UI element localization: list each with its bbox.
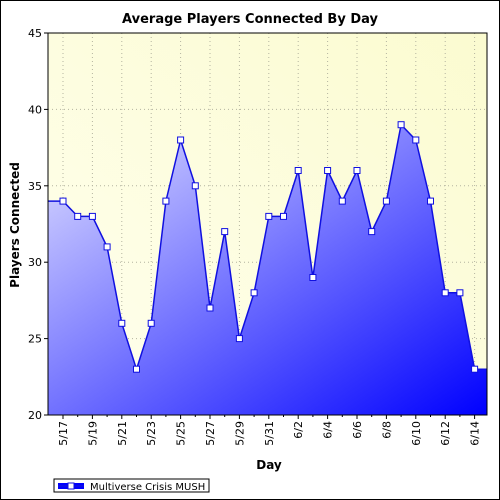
y-tick-label: 30 bbox=[28, 256, 42, 269]
data-point-marker bbox=[103, 243, 111, 251]
data-point-marker bbox=[162, 197, 170, 205]
y-axis-label: Players Connected bbox=[8, 162, 22, 288]
data-point-marker bbox=[397, 121, 405, 129]
data-point-marker bbox=[88, 212, 96, 220]
data-point-marker bbox=[118, 319, 126, 327]
legend-box bbox=[53, 478, 210, 493]
x-tick-label: 5/17 bbox=[57, 421, 70, 446]
data-point-marker bbox=[382, 197, 390, 205]
x-axis-ticks: 5/17 5/19 5/21 5/23 5/25 5/27 5/29 5/31 6/2 6/4 6/… bbox=[57, 415, 482, 446]
x-tick-label: 5/29 bbox=[233, 421, 246, 446]
data-point-marker bbox=[206, 304, 214, 312]
legend-marker bbox=[67, 482, 75, 490]
data-point-marker bbox=[456, 289, 464, 297]
data-point-marker bbox=[471, 365, 479, 373]
x-tick-label: 5/23 bbox=[145, 421, 158, 446]
data-points bbox=[59, 121, 479, 373]
x-tick-label: 6/12 bbox=[439, 421, 452, 446]
data-point-marker bbox=[250, 289, 258, 297]
data-point-marker bbox=[309, 274, 317, 281]
y-tick-label: 40 bbox=[28, 103, 42, 116]
data-point-marker bbox=[265, 212, 273, 220]
chart-title: Average Players Connected By Day bbox=[122, 12, 378, 27]
data-point-marker bbox=[59, 197, 67, 205]
data-point-marker bbox=[338, 197, 346, 205]
x-tick-label: 6/6 bbox=[351, 421, 364, 439]
legend-series-label: Multiverse Crisis MUSH bbox=[90, 482, 205, 493]
y-tick-label: 45 bbox=[28, 27, 42, 40]
data-point-marker bbox=[427, 197, 434, 205]
area-fill bbox=[48, 124, 487, 415]
data-point-marker bbox=[147, 319, 155, 327]
x-tick-label: 6/14 bbox=[469, 421, 482, 446]
plot-border bbox=[47, 32, 488, 416]
data-point-marker bbox=[133, 365, 140, 373]
x-tick-label: 5/25 bbox=[175, 421, 188, 446]
data-point-marker bbox=[324, 167, 332, 174]
x-axis-label: Day bbox=[256, 458, 282, 472]
data-point-marker bbox=[191, 182, 199, 190]
data-point-marker bbox=[74, 212, 82, 220]
data-point-marker bbox=[177, 136, 185, 144]
data-point-marker bbox=[235, 335, 243, 343]
x-tick-label: 5/27 bbox=[204, 421, 217, 446]
x-tick-label: 5/21 bbox=[116, 421, 129, 446]
x-tick-label: 5/19 bbox=[86, 421, 99, 446]
data-point-marker bbox=[353, 167, 361, 174]
data-point-marker bbox=[294, 167, 302, 174]
legend: Multiverse Crisis MUSH bbox=[53, 478, 210, 493]
x-tick-label: 6/8 bbox=[380, 421, 393, 439]
y-axis-ticks: 20 25 30 35 40 45 bbox=[28, 27, 48, 422]
data-point-marker bbox=[441, 289, 449, 297]
data-point-marker bbox=[412, 136, 420, 144]
y-tick-label: 25 bbox=[28, 333, 42, 346]
x-tick-label: 6/4 bbox=[322, 421, 335, 439]
y-tick-label: 20 bbox=[28, 409, 42, 422]
data-point-marker bbox=[280, 212, 287, 220]
data-point-marker bbox=[368, 228, 376, 236]
x-tick-label: 6/2 bbox=[292, 421, 305, 439]
x-tick-label: 5/31 bbox=[263, 421, 276, 446]
y-tick-label: 35 bbox=[28, 180, 42, 193]
data-point-marker bbox=[221, 228, 229, 236]
x-tick-label: 6/10 bbox=[410, 421, 423, 446]
